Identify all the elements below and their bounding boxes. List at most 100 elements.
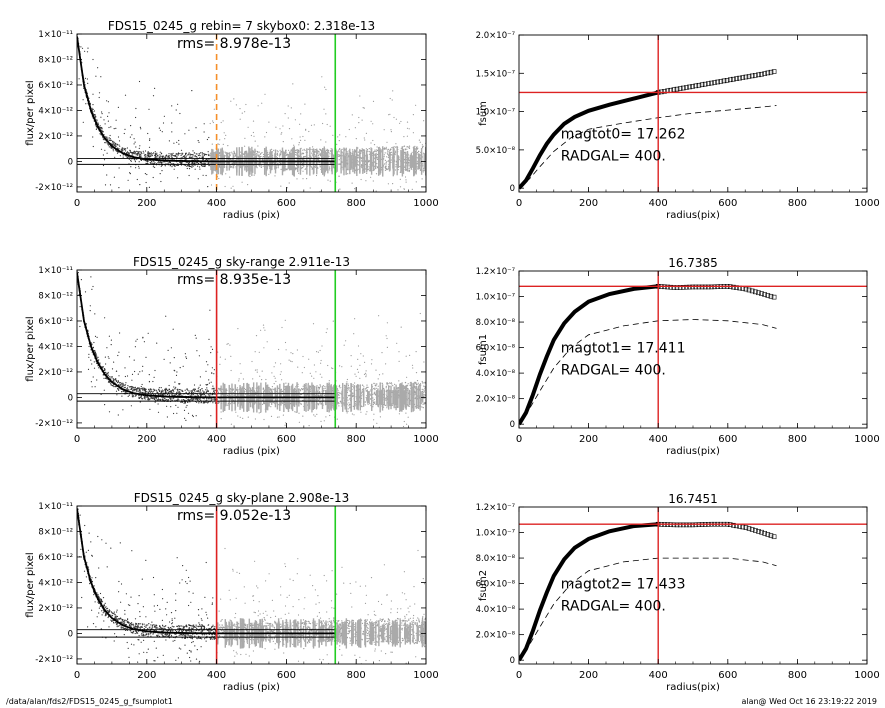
data-point xyxy=(134,152,136,154)
data-point xyxy=(386,169,388,171)
data-point xyxy=(422,407,424,409)
data-point xyxy=(292,83,294,85)
data-point xyxy=(179,367,181,369)
data-point xyxy=(122,382,124,384)
data-point xyxy=(187,165,189,167)
data-point xyxy=(117,414,119,416)
data-point xyxy=(310,156,313,158)
data-point xyxy=(264,136,266,138)
data-point xyxy=(352,385,354,387)
data-point xyxy=(375,190,377,192)
data-point xyxy=(317,151,319,153)
data-point xyxy=(351,396,353,398)
data-point xyxy=(346,378,348,381)
pixel-scatter xyxy=(77,271,426,428)
data-point xyxy=(136,178,138,181)
data-point xyxy=(290,150,292,152)
data-point xyxy=(404,149,406,151)
data-point xyxy=(181,152,183,154)
data-point xyxy=(314,156,316,158)
data-point xyxy=(102,164,105,167)
data-point xyxy=(314,166,316,168)
data-point xyxy=(385,387,387,389)
data-point xyxy=(140,128,142,130)
data-point xyxy=(158,387,160,389)
data-point xyxy=(298,149,300,151)
data-point xyxy=(171,153,173,155)
data-point xyxy=(321,376,323,378)
data-point xyxy=(96,336,98,338)
data-point xyxy=(285,422,287,424)
data-point xyxy=(114,378,116,380)
data-point xyxy=(145,154,147,156)
data-point xyxy=(423,395,425,398)
data-point xyxy=(373,388,375,390)
data-point xyxy=(176,157,178,159)
data-point xyxy=(229,176,231,178)
data-point xyxy=(347,399,349,401)
data-point xyxy=(167,156,169,158)
data-point xyxy=(415,181,417,183)
data-point xyxy=(360,151,362,153)
flux-marker xyxy=(699,82,705,88)
data-point xyxy=(390,159,392,161)
data-point xyxy=(255,335,258,337)
data-point xyxy=(195,127,197,129)
data-point xyxy=(187,412,190,414)
data-point xyxy=(122,383,124,385)
data-point xyxy=(206,390,208,392)
data-point xyxy=(161,131,163,133)
data-point xyxy=(414,385,416,387)
data-point xyxy=(354,318,356,320)
data-point xyxy=(261,379,263,381)
data-point xyxy=(366,411,368,413)
data-point xyxy=(383,156,385,158)
data-point xyxy=(178,389,180,391)
y-tick-label: 1.5×10⁻⁷ xyxy=(476,69,516,79)
data-point xyxy=(118,187,120,189)
data-point xyxy=(366,172,368,174)
data-point xyxy=(147,160,149,162)
data-point xyxy=(158,127,160,129)
data-point xyxy=(317,156,319,158)
data-point xyxy=(408,163,410,165)
data-point xyxy=(90,276,92,278)
data-point xyxy=(98,92,101,94)
data-point xyxy=(92,93,94,95)
x-tick-label: 0 xyxy=(516,198,522,209)
data-point xyxy=(358,116,360,119)
data-point xyxy=(408,128,410,130)
data-point xyxy=(368,165,370,167)
data-point xyxy=(363,137,365,139)
data-point xyxy=(121,147,123,149)
data-point xyxy=(423,397,425,399)
data-point xyxy=(164,399,166,401)
x-tick-label: 600 xyxy=(718,198,737,209)
data-point xyxy=(366,389,368,391)
data-point xyxy=(344,149,346,151)
data-point xyxy=(146,173,148,176)
data-point xyxy=(171,131,173,133)
data-point xyxy=(209,395,211,397)
data-point xyxy=(280,185,282,187)
data-point xyxy=(131,151,133,154)
data-point xyxy=(286,169,288,171)
data-point xyxy=(365,372,367,374)
flux-marker xyxy=(709,80,714,86)
data-point xyxy=(302,135,304,138)
data-point xyxy=(329,125,331,127)
data-point xyxy=(323,108,325,110)
data-point xyxy=(297,149,299,151)
data-point xyxy=(96,120,98,122)
data-point xyxy=(144,150,147,152)
data-point xyxy=(237,415,239,417)
data-point xyxy=(233,392,235,394)
data-point xyxy=(386,382,388,384)
data-point xyxy=(352,384,354,386)
data-point xyxy=(293,144,295,146)
data-point xyxy=(319,148,321,150)
data-point xyxy=(128,156,130,158)
data-point xyxy=(276,416,279,418)
data-point xyxy=(133,151,135,153)
data-point xyxy=(205,389,207,391)
